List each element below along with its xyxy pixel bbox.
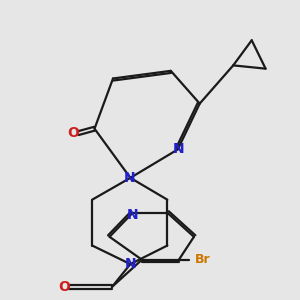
Text: O: O [58,280,70,294]
Text: N: N [123,171,135,185]
Text: Br: Br [195,253,210,266]
Text: N: N [173,142,185,157]
Text: N: N [127,208,139,222]
Text: O: O [67,126,79,140]
Text: N: N [124,257,136,271]
